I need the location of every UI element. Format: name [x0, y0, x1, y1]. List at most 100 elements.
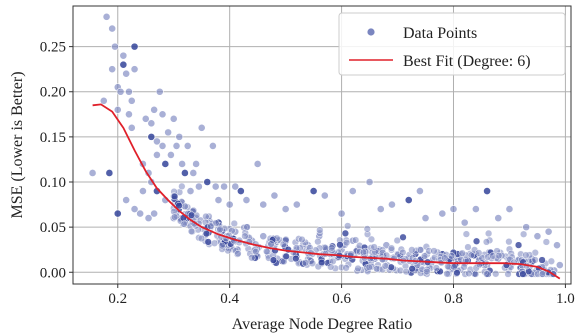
- data-point: [204, 238, 212, 246]
- data-point: [438, 209, 447, 218]
- data-point: [475, 260, 484, 269]
- data-point: [367, 235, 376, 243]
- data-point: [320, 191, 329, 200]
- data-point: [316, 226, 324, 234]
- data-point: [298, 235, 306, 244]
- data-point: [522, 251, 530, 259]
- data-point: [127, 123, 136, 132]
- data-point: [343, 239, 351, 247]
- legend-label-best-fit: Best Fit (Degree: 6): [403, 53, 531, 70]
- data-point: [282, 235, 290, 244]
- y-tick-label: 0.25: [40, 40, 66, 56]
- data-point: [207, 222, 215, 230]
- x-tick-label: 0.4: [220, 291, 239, 307]
- data-point: [462, 230, 471, 238]
- data-point: [153, 151, 161, 159]
- data-point: [420, 252, 429, 260]
- data-point: [337, 209, 346, 218]
- data-point: [464, 243, 472, 251]
- x-axis-ticks: 0.2 0.4 0.6 0.8 1.0: [108, 284, 575, 307]
- data-point: [449, 205, 458, 213]
- data-point: [443, 270, 451, 278]
- data-point: [519, 270, 527, 278]
- data-point: [211, 182, 220, 191]
- data-point: [269, 256, 278, 264]
- data-point: [102, 12, 111, 21]
- data-point: [402, 267, 410, 276]
- data-point: [270, 191, 279, 200]
- data-point: [116, 87, 125, 96]
- data-point: [178, 160, 187, 168]
- data-point: [387, 263, 395, 271]
- data-point: [547, 257, 555, 265]
- y-axis-ticks: 0.00 0.05 0.10 0.15 0.20 0.25: [40, 40, 73, 281]
- data-point: [492, 270, 500, 278]
- data-point: [359, 248, 368, 256]
- data-point: [348, 187, 357, 195]
- data-point: [161, 160, 170, 168]
- data-point: [136, 209, 145, 218]
- data-point: [220, 182, 228, 191]
- data-point: [282, 252, 290, 260]
- data-point: [214, 196, 223, 204]
- data-point: [494, 214, 503, 223]
- data-point: [171, 213, 179, 221]
- data-point: [544, 227, 553, 236]
- data-point: [225, 200, 234, 209]
- data-point: [175, 132, 184, 141]
- data-point: [216, 225, 224, 233]
- data-point: [210, 239, 219, 247]
- data-point: [181, 202, 189, 210]
- data-point: [465, 269, 473, 278]
- data-point: [341, 229, 350, 237]
- data-point: [242, 196, 251, 204]
- data-point: [430, 247, 438, 255]
- data-point: [155, 87, 164, 96]
- data-point: [538, 256, 546, 264]
- data-point: [318, 258, 326, 267]
- data-point: [170, 192, 179, 201]
- data-point: [197, 234, 206, 243]
- data-point: [404, 196, 413, 204]
- data-point: [495, 252, 503, 260]
- data-point: [141, 114, 150, 123]
- data-point: [125, 110, 133, 119]
- data-point: [259, 200, 268, 209]
- data-point: [130, 205, 139, 213]
- data-point: [164, 128, 173, 137]
- data-point: [281, 205, 290, 213]
- data-point: [328, 244, 336, 252]
- data-point: [231, 182, 240, 191]
- x-tick-label: 0.8: [444, 291, 463, 307]
- data-point: [252, 247, 260, 256]
- data-point: [365, 263, 373, 271]
- data-point: [408, 246, 416, 254]
- data-point: [127, 96, 136, 105]
- data-point: [514, 241, 523, 249]
- data-point: [113, 209, 122, 218]
- data-point: [292, 254, 300, 263]
- data-point: [203, 178, 212, 186]
- data-point: [158, 142, 167, 150]
- data-point: [421, 214, 430, 223]
- data-point: [189, 169, 198, 177]
- data-point: [542, 238, 550, 246]
- data-point: [99, 96, 108, 105]
- data-point: [150, 209, 159, 218]
- data-point: [533, 232, 542, 241]
- data-point: [381, 262, 389, 270]
- data-point: [187, 211, 196, 219]
- plot-frame: [72, 5, 572, 285]
- data-point: [309, 187, 318, 195]
- data-point: [202, 229, 211, 238]
- x-tick-label: 0.2: [108, 291, 127, 307]
- data-point: [460, 263, 468, 271]
- data-point: [158, 110, 167, 119]
- data-point: [471, 205, 480, 213]
- data-point: [327, 263, 335, 271]
- y-tick-label: 0.05: [40, 220, 66, 236]
- data-point: [230, 219, 238, 228]
- y-tick-label: 0.15: [40, 130, 66, 146]
- data-point: [236, 187, 245, 195]
- data-point: [153, 137, 161, 146]
